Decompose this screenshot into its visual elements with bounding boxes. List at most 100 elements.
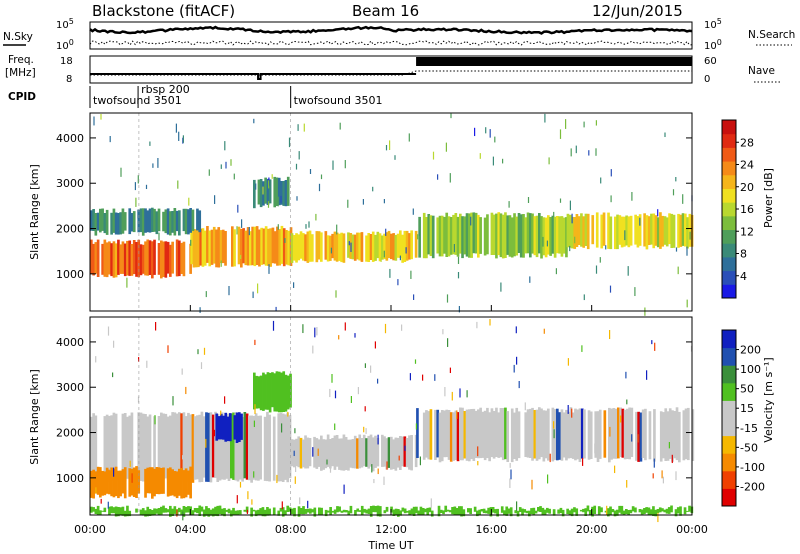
heatmap-cell bbox=[231, 226, 234, 267]
heatmap-cell bbox=[516, 501, 518, 511]
heatmap-cell bbox=[418, 230, 420, 236]
heatmap-cell bbox=[187, 209, 190, 235]
heatmap-cell bbox=[442, 510, 445, 515]
heatmap-cell bbox=[217, 416, 221, 440]
heatmap-cell bbox=[382, 456, 384, 467]
heatmap-cell bbox=[627, 266, 629, 276]
heatmap-cell bbox=[335, 290, 337, 298]
heatmap-cell bbox=[157, 208, 161, 232]
heatmap-cell bbox=[675, 177, 677, 182]
heatmap-cell bbox=[365, 509, 369, 514]
heatmap-cell bbox=[472, 212, 476, 254]
heatmap-cell bbox=[306, 437, 310, 469]
heatmap-cell bbox=[371, 231, 375, 262]
heatmap-cell bbox=[539, 506, 542, 512]
heatmap-cell bbox=[365, 438, 368, 467]
heatmap-cell bbox=[92, 209, 95, 231]
heatmap-cell bbox=[431, 215, 435, 259]
heatmap-cell bbox=[627, 510, 630, 516]
heatmap-cell bbox=[573, 507, 576, 513]
heatmap-cell bbox=[549, 217, 552, 256]
nave-tick-low: 0 bbox=[704, 74, 710, 85]
heatmap-cell bbox=[272, 507, 276, 515]
heatmap-cell bbox=[653, 458, 655, 468]
heatmap-cell bbox=[131, 473, 133, 483]
heatmap-cell bbox=[653, 409, 656, 462]
heatmap-cell bbox=[676, 507, 680, 514]
heatmap-cell bbox=[338, 335, 340, 340]
heatmap-cell bbox=[253, 118, 255, 124]
heatmap-cell bbox=[139, 244, 143, 276]
heatmap-cell bbox=[583, 294, 585, 301]
heatmap-cell bbox=[130, 213, 134, 232]
heatmap-cell bbox=[389, 140, 391, 151]
heatmap-cell bbox=[364, 406, 366, 412]
heatmap-cell bbox=[600, 177, 602, 184]
heatmap-cell bbox=[94, 213, 98, 236]
heatmap-cell bbox=[112, 507, 116, 514]
heatmap-cell bbox=[103, 416, 107, 478]
heatmap-cell bbox=[335, 435, 339, 467]
heatmap-cell bbox=[288, 137, 291, 148]
heatmap-cell bbox=[516, 510, 520, 517]
heatmap-cell bbox=[207, 508, 211, 517]
heatmap-cell bbox=[221, 229, 225, 264]
power-heatmap bbox=[90, 113, 694, 316]
heatmap-cell bbox=[394, 508, 398, 516]
heatmap-cell bbox=[658, 507, 662, 513]
heatmap-cell bbox=[376, 505, 380, 517]
heatmap-cell bbox=[543, 328, 545, 334]
heatmap-cell bbox=[570, 148, 572, 157]
heatmap-cell bbox=[351, 439, 355, 469]
heatmap-cell bbox=[582, 216, 586, 248]
heatmap-cell bbox=[298, 151, 300, 160]
heatmap-cell bbox=[417, 510, 420, 516]
y-tick-label: 4000 bbox=[56, 132, 84, 145]
heatmap-cell bbox=[533, 410, 537, 459]
heatmap-cell bbox=[189, 208, 192, 233]
heatmap-cell bbox=[623, 409, 627, 460]
heatmap-cell bbox=[207, 412, 211, 482]
heatmap-cell bbox=[121, 241, 125, 274]
heatmap-cell bbox=[675, 407, 679, 461]
heatmap-cell bbox=[686, 299, 688, 308]
heatmap-cell bbox=[333, 231, 337, 261]
heatmap-cell bbox=[181, 368, 183, 375]
heatmap-cell bbox=[436, 409, 440, 458]
heatmap-cell bbox=[329, 439, 332, 469]
freq-tick-high: 18 bbox=[60, 56, 73, 67]
colorbar-swatch bbox=[722, 330, 736, 349]
heatmap-cell bbox=[377, 468, 379, 475]
heatmap-cell bbox=[521, 508, 524, 516]
heatmap-cell bbox=[271, 227, 275, 264]
heatmap-cell bbox=[474, 410, 478, 458]
heatmap-cell bbox=[155, 467, 159, 494]
heatmap-cell bbox=[631, 506, 635, 512]
colorbar-swatch bbox=[722, 270, 736, 285]
heatmap-cell bbox=[281, 507, 285, 517]
heatmap-cell bbox=[230, 510, 233, 517]
heatmap-cell bbox=[153, 208, 156, 232]
heatmap-cell bbox=[486, 407, 489, 459]
heatmap-cell bbox=[455, 508, 459, 516]
heatmap-cell bbox=[377, 378, 379, 384]
heatmap-cell bbox=[123, 212, 127, 231]
colorbar-tick-label: 200 bbox=[740, 344, 761, 357]
heatmap-cell bbox=[636, 216, 640, 248]
heatmap-cell bbox=[233, 173, 235, 180]
heatmap-cell bbox=[338, 438, 341, 470]
heatmap-cell bbox=[684, 408, 688, 460]
heatmap-cell bbox=[650, 213, 653, 245]
heatmap-cell bbox=[238, 412, 241, 442]
heatmap-cell bbox=[164, 413, 168, 479]
heatmap-cell bbox=[401, 436, 404, 467]
colorbar-tick-label: -100 bbox=[740, 461, 765, 474]
heatmap-cell bbox=[591, 215, 595, 245]
heatmap-cell bbox=[618, 215, 622, 245]
heatmap-cell bbox=[123, 510, 127, 517]
heatmap-cell bbox=[187, 470, 190, 495]
heatmap-cell bbox=[577, 216, 581, 245]
heatmap-cell bbox=[432, 151, 435, 160]
heatmap-cell bbox=[688, 213, 692, 247]
heatmap-cell bbox=[280, 195, 282, 203]
